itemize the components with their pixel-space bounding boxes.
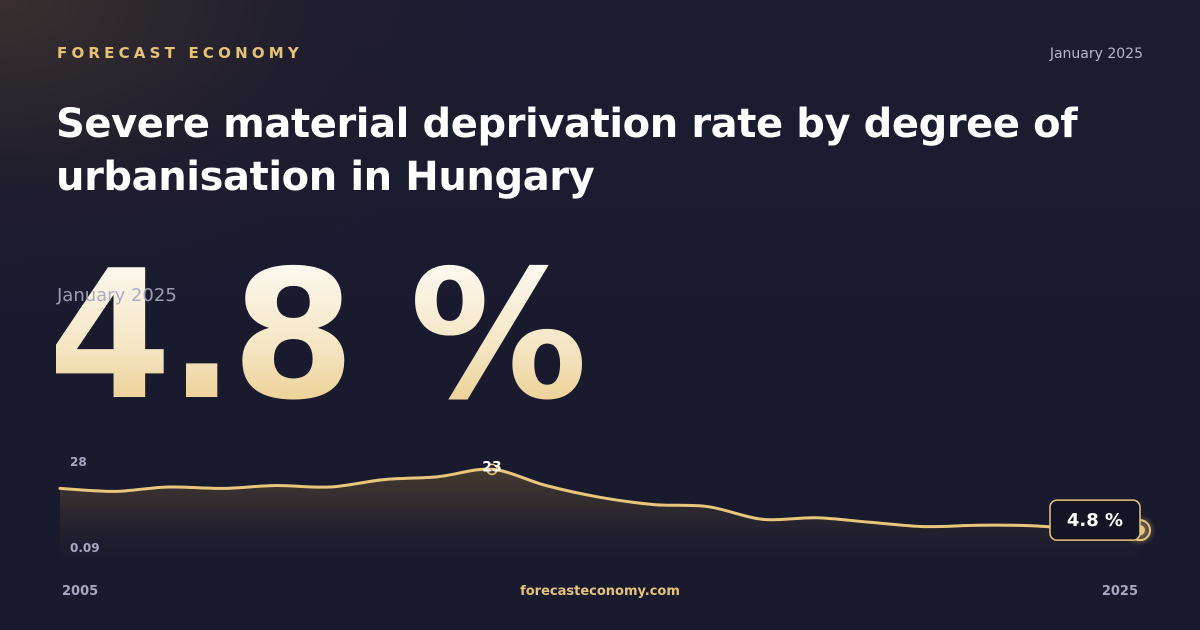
x-tick-start: 2005: [62, 584, 99, 599]
trend-chart: 23 4.8 % 28 0.09: [58, 455, 1156, 565]
headline-date: January 2025: [57, 285, 177, 306]
y-tick-min: 0.09: [70, 541, 100, 555]
headline-value: 4.8 %: [48, 232, 588, 439]
site-link[interactable]: forecasteconomy.com: [520, 584, 680, 599]
brand-label: FORECAST ECONOMY: [57, 44, 303, 62]
page-title: Severe material deprivation rate by degr…: [56, 101, 1078, 200]
x-tick-end: 2025: [1101, 584, 1138, 599]
peak-label: 23: [482, 459, 501, 475]
chart-area: [60, 469, 1140, 565]
chart-line: [58, 467, 1142, 532]
header-date: January 2025: [1049, 46, 1143, 62]
last-value-label: 4.8 %: [1067, 510, 1123, 531]
last-value-box: [1049, 499, 1141, 541]
y-tick-max: 28: [70, 455, 87, 469]
peak-point: [486, 463, 498, 476]
